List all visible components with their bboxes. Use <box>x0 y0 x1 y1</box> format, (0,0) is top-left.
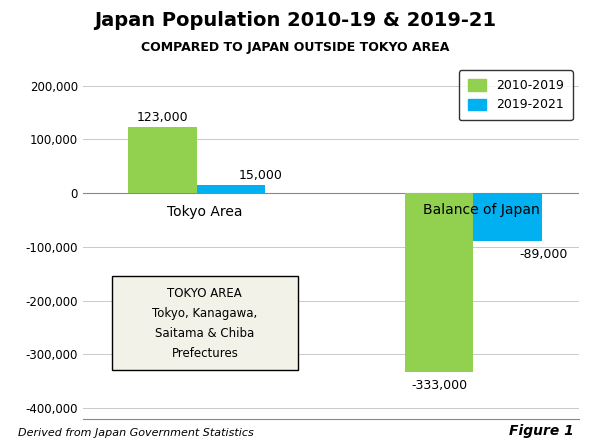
Text: -333,000: -333,000 <box>411 380 467 392</box>
Bar <box>473 193 542 241</box>
Text: -89,000: -89,000 <box>519 249 567 261</box>
Text: Balance of Japan: Balance of Japan <box>423 203 540 217</box>
Text: 123,000: 123,000 <box>137 111 189 124</box>
Bar <box>405 193 473 372</box>
Text: TOKYO AREA
Tokyo, Kanagawa,
Saitama & Chiba
Prefectures: TOKYO AREA Tokyo, Kanagawa, Saitama & Ch… <box>152 287 258 360</box>
Text: Japan Population 2010-19 & 2019-21: Japan Population 2010-19 & 2019-21 <box>95 11 496 30</box>
Legend: 2010-2019, 2019-2021: 2010-2019, 2019-2021 <box>459 70 573 120</box>
Text: 15,000: 15,000 <box>238 169 282 182</box>
Text: Tokyo Area: Tokyo Area <box>167 205 242 219</box>
Text: Derived from Japan Government Statistics: Derived from Japan Government Statistics <box>18 427 254 438</box>
Bar <box>128 127 197 193</box>
Text: COMPARED TO JAPAN OUTSIDE TOKYO AREA: COMPARED TO JAPAN OUTSIDE TOKYO AREA <box>141 41 450 54</box>
FancyBboxPatch shape <box>112 276 298 370</box>
Text: Figure 1: Figure 1 <box>508 424 573 438</box>
Bar <box>197 185 265 193</box>
